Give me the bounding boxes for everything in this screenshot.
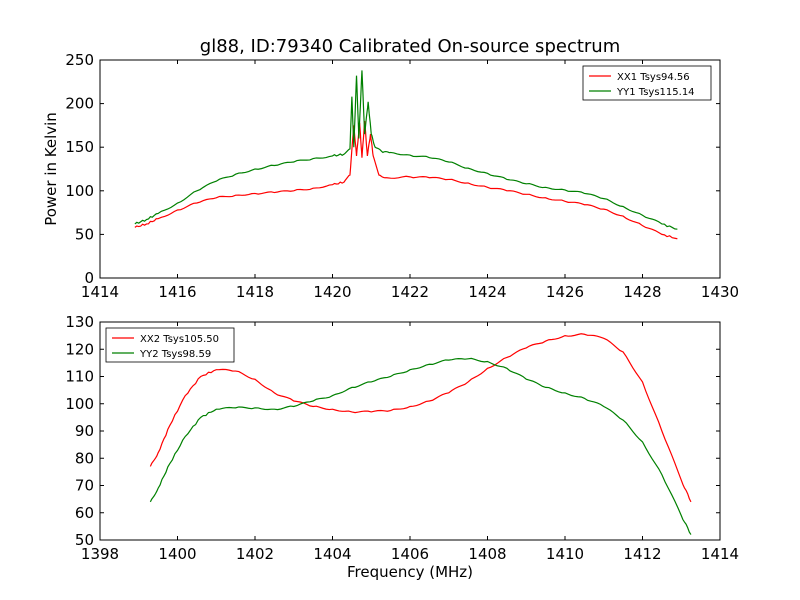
x-tick-label: 1404	[313, 545, 351, 563]
y-tick-label: 80	[75, 449, 94, 467]
chart-panel-2: 1398 1400 1402 1404 1406 1408 1410 1412 1414 50 60…	[65, 313, 739, 563]
x-tick-label: 1418	[236, 283, 274, 301]
y-tick-label: 130	[65, 313, 94, 331]
x-tick-label: 1412	[623, 545, 661, 563]
x-tick-label: 1398	[81, 545, 119, 563]
x-tick-label: 1410	[546, 545, 584, 563]
legend: XX1 Tsys94.56 YY1 Tsys115.14	[582, 65, 712, 101]
series-line-1	[134, 120, 678, 240]
x-tick-label: 1414	[81, 283, 119, 301]
series-line-1	[149, 333, 692, 503]
x-tick-label: 1402	[236, 545, 274, 563]
legend: XX2 Tsys105.50 YY2 Tsys98.59	[105, 327, 235, 363]
y-tick-label: 150	[65, 138, 94, 156]
y-tick-label: 250	[65, 51, 94, 69]
x-tick-label: 1414	[701, 545, 739, 563]
series-line-2	[149, 357, 692, 535]
y-tick-label: 60	[75, 504, 94, 522]
y-tick-label: 0	[84, 269, 94, 287]
series-line-2	[134, 70, 678, 230]
y-tick-label: 100	[65, 182, 94, 200]
legend-box	[105, 327, 235, 363]
x-tick-label: 1408	[468, 545, 506, 563]
legend-label: YY1 Tsys115.14	[616, 87, 695, 98]
x-tick-label: 1406	[391, 545, 429, 563]
y-tick-label: 200	[65, 95, 94, 113]
legend-label: XX1 Tsys94.56	[617, 72, 690, 83]
y-tick-label: 50	[75, 531, 94, 549]
y-tick-label: 120	[65, 340, 94, 358]
x-tick-label: 1430	[701, 283, 739, 301]
x-tick-label: 1426	[546, 283, 584, 301]
x-tick-label: 1416	[158, 283, 196, 301]
x-tick-label: 1420	[313, 283, 351, 301]
y-tick-label: 110	[65, 368, 94, 386]
legend-label: XX2 Tsys105.50	[140, 334, 219, 345]
legend-box	[582, 65, 712, 101]
x-tick-label: 1424	[468, 283, 506, 301]
x-tick-label: 1428	[623, 283, 661, 301]
legend-label: YY2 Tsys98.59	[139, 349, 211, 360]
x-tick-label: 1400	[158, 545, 196, 563]
x-tick-label: 1422	[391, 283, 429, 301]
chart-title: gl88, ID:79340 Calibrated On-source spec…	[200, 36, 620, 57]
y-tick-label: 50	[75, 225, 94, 243]
y-tick-label: 70	[75, 477, 94, 495]
y-axis-label: Power in Kelvin	[42, 112, 60, 226]
y-tick-label: 100	[65, 395, 94, 413]
x-axis-label: Frequency (MHz)	[347, 563, 473, 581]
chart-panel-1: 1414 1416 1418 1420 1422 1424 1426 1428 1430 0 50 1…	[42, 51, 739, 301]
y-tick-label: 90	[75, 422, 94, 440]
